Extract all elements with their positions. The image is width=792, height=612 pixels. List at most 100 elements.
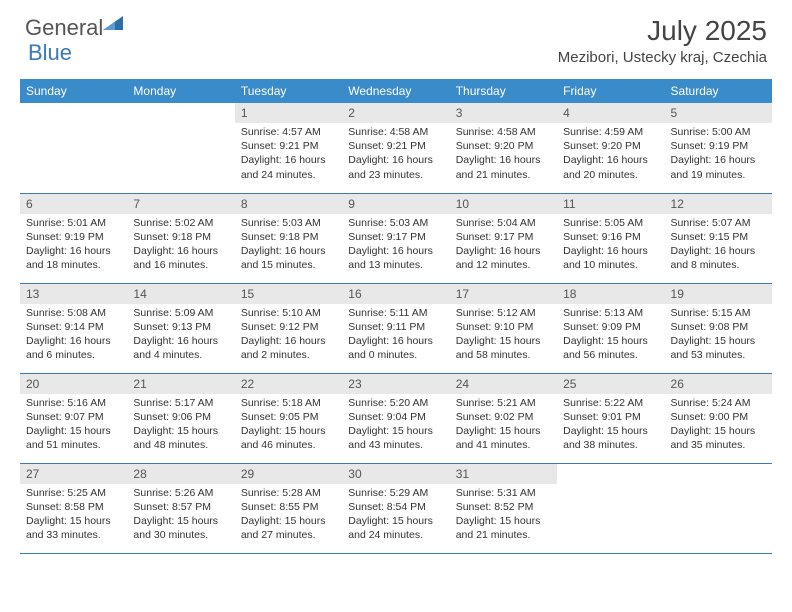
weekday-header: Friday xyxy=(557,79,664,103)
day-content: Sunrise: 4:59 AMSunset: 9:20 PMDaylight:… xyxy=(557,123,664,186)
sunrise-line: Sunrise: 5:29 AM xyxy=(348,486,443,500)
calendar-header-row: SundayMondayTuesdayWednesdayThursdayFrid… xyxy=(20,79,772,103)
logo-text-general: General xyxy=(25,15,103,41)
sunrise-line: Sunrise: 5:11 AM xyxy=(348,306,443,320)
calendar-day-cell: 26Sunrise: 5:24 AMSunset: 9:00 PMDayligh… xyxy=(665,373,772,463)
calendar-week-row: 13 Sunrise: 5:08 AMSunset: 9:14 PM Dayligh… xyxy=(20,283,772,373)
day-content: Sunrise: 5:31 AMSunset: 8:52 PMDaylight:… xyxy=(450,484,557,547)
daylight-line: Daylight: 15 hours and 38 minutes. xyxy=(563,424,658,452)
day-number: 10 xyxy=(450,194,557,214)
calendar-day-cell: 21Sunrise: 5:17 AMSunset: 9:06 PMDayligh… xyxy=(127,373,234,463)
sunset-line: Sunset: 8:52 PM xyxy=(456,500,551,514)
daylight-line: Daylight: 15 hours and 48 minutes. xyxy=(133,424,228,452)
daylight-line: Daylight: 16 hours and 8 minutes. xyxy=(671,244,766,272)
calendar-week-row: 27Sunrise: 5:25 AMSunset: 8:58 PMDayligh… xyxy=(20,463,772,553)
day-number: 12 xyxy=(665,194,772,214)
sunset-line: Sunset: 9:06 PM xyxy=(133,410,228,424)
daylight-line: Daylight: 15 hours and 35 minutes. xyxy=(671,424,766,452)
location: Mezibori, Ustecky kraj, Czechia xyxy=(558,49,767,66)
calendar-day-cell: 12Sunrise: 5:07 AMSunset: 9:15 PMDayligh… xyxy=(665,193,772,283)
calendar-day-cell: 3Sunrise: 4:58 AMSunset: 9:20 PMDaylight… xyxy=(450,103,557,193)
sunrise-line: Sunrise: 5:00 AM xyxy=(671,125,766,139)
day-number: 13 xyxy=(20,284,127,304)
calendar-day-cell: 29Sunrise: 5:28 AMSunset: 8:55 PMDayligh… xyxy=(235,463,342,553)
calendar-day-cell: 5Sunrise: 5:00 AMSunset: 9:19 PMDaylight… xyxy=(665,103,772,193)
sunrise-line: Sunrise: 5:15 AM xyxy=(671,306,766,320)
daylight-line: Daylight: 15 hours and 27 minutes. xyxy=(241,514,336,542)
sunset-line: Sunset: 9:19 PM xyxy=(671,139,766,153)
calendar-day-cell: 10Sunrise: 5:04 AMSunset: 9:17 PMDayligh… xyxy=(450,193,557,283)
calendar-body: 1Sunrise: 4:57 AMSunset: 9:21 PMDaylight… xyxy=(20,103,772,553)
daylight-line: Daylight: 15 hours and 30 minutes. xyxy=(133,514,228,542)
sunset-line: Sunset: 9:15 PM xyxy=(671,230,766,244)
daylight-line: Daylight: 16 hours and 2 minutes. xyxy=(241,334,336,362)
sunrise-line: Sunrise: 4:59 AM xyxy=(563,125,658,139)
calendar-day-cell: 27Sunrise: 5:25 AMSunset: 8:58 PMDayligh… xyxy=(20,463,127,553)
sunset-line: Sunset: 9:21 PM xyxy=(241,139,336,153)
sunrise-line: Sunrise: 5:08 AM xyxy=(26,306,121,320)
weekday-header: Thursday xyxy=(450,79,557,103)
day-number: 23 xyxy=(342,374,449,394)
sunset-line: Sunset: 9:17 PM xyxy=(456,230,551,244)
calendar-day-cell xyxy=(665,463,772,553)
day-number: 14 xyxy=(127,284,234,304)
daylight-line: Daylight: 15 hours and 33 minutes. xyxy=(26,514,121,542)
daylight-line: Daylight: 15 hours and 41 minutes. xyxy=(456,424,551,452)
sunset-line: Sunset: 9:21 PM xyxy=(348,139,443,153)
calendar-day-cell: 31Sunrise: 5:31 AMSunset: 8:52 PMDayligh… xyxy=(450,463,557,553)
calendar-day-cell: 30Sunrise: 5:29 AMSunset: 8:54 PMDayligh… xyxy=(342,463,449,553)
calendar-day-cell: 22Sunrise: 5:18 AMSunset: 9:05 PMDayligh… xyxy=(235,373,342,463)
daylight-line: Daylight: 15 hours and 24 minutes. xyxy=(348,514,443,542)
month-title: July 2025 xyxy=(558,15,767,47)
day-content: Sunrise: 5:10 AMSunset: 9:12 PMDaylight:… xyxy=(235,304,342,367)
sunset-line: Sunset: 9:11 PM xyxy=(348,320,443,334)
day-content: Sunrise: 5:26 AMSunset: 8:57 PMDaylight:… xyxy=(127,484,234,547)
day-number: 17 xyxy=(450,284,557,304)
calendar-day-cell: 23Sunrise: 5:20 AMSunset: 9:04 PMDayligh… xyxy=(342,373,449,463)
calendar-day-cell: 14Sunrise: 5:09 AMSunset: 9:13 PMDayligh… xyxy=(127,283,234,373)
sunrise-line: Sunrise: 5:28 AM xyxy=(241,486,336,500)
day-number: 1 xyxy=(235,103,342,123)
calendar-day-cell xyxy=(127,103,234,193)
day-number: 28 xyxy=(127,464,234,484)
sunset-line: Sunset: 9:20 PM xyxy=(563,139,658,153)
day-content: Sunrise: 5:15 AMSunset: 9:08 PMDaylight:… xyxy=(665,304,772,367)
sunrise-line: Sunrise: 5:20 AM xyxy=(348,396,443,410)
day-number: 15 xyxy=(235,284,342,304)
sunset-line: Sunset: 9:20 PM xyxy=(456,139,551,153)
sunrise-line: Sunrise: 5:12 AM xyxy=(456,306,551,320)
logo: General xyxy=(25,15,127,41)
day-number: 27 xyxy=(20,464,127,484)
sunrise-line: Sunrise: 5:03 AM xyxy=(241,216,336,230)
daylight-line: Daylight: 16 hours and 23 minutes. xyxy=(348,153,443,181)
day-number: 9 xyxy=(342,194,449,214)
sunrise-line: Sunrise: 5:31 AM xyxy=(456,486,551,500)
day-number: 26 xyxy=(665,374,772,394)
weekday-header: Monday xyxy=(127,79,234,103)
sunset-line: Sunset: 9:14 PM xyxy=(26,320,121,334)
day-number: 30 xyxy=(342,464,449,484)
calendar-day-cell: 1Sunrise: 4:57 AMSunset: 9:21 PMDaylight… xyxy=(235,103,342,193)
calendar-day-cell: 13Sunrise: 5:08 AMSunset: 9:14 PMDayligh… xyxy=(20,283,127,373)
logo-text-blue: Blue xyxy=(28,40,72,65)
daylight-line: Daylight: 16 hours and 15 minutes. xyxy=(241,244,336,272)
daylight-line: Daylight: 15 hours and 58 minutes. xyxy=(456,334,551,362)
calendar-day-cell: 24Sunrise: 5:21 AMSunset: 9:02 PMDayligh… xyxy=(450,373,557,463)
day-number: 21 xyxy=(127,374,234,394)
sunset-line: Sunset: 9:18 PM xyxy=(241,230,336,244)
day-number xyxy=(557,464,664,484)
daylight-line: Daylight: 15 hours and 21 minutes. xyxy=(456,514,551,542)
daylight-line: Daylight: 15 hours and 56 minutes. xyxy=(563,334,658,362)
sunrise-line: Sunrise: 5:26 AM xyxy=(133,486,228,500)
daylight-line: Daylight: 16 hours and 12 minutes. xyxy=(456,244,551,272)
day-number: 4 xyxy=(557,103,664,123)
day-number: 24 xyxy=(450,374,557,394)
day-number: 2 xyxy=(342,103,449,123)
sunset-line: Sunset: 9:17 PM xyxy=(348,230,443,244)
sunrise-line: Sunrise: 5:10 AM xyxy=(241,306,336,320)
day-content: Sunrise: 5:22 AMSunset: 9:01 PMDaylight:… xyxy=(557,394,664,457)
day-content: Sunrise: 5:04 AMSunset: 9:17 PMDaylight:… xyxy=(450,214,557,277)
sunrise-line: Sunrise: 5:03 AM xyxy=(348,216,443,230)
calendar-day-cell: 7Sunrise: 5:02 AMSunset: 9:18 PMDaylight… xyxy=(127,193,234,283)
day-number: 7 xyxy=(127,194,234,214)
